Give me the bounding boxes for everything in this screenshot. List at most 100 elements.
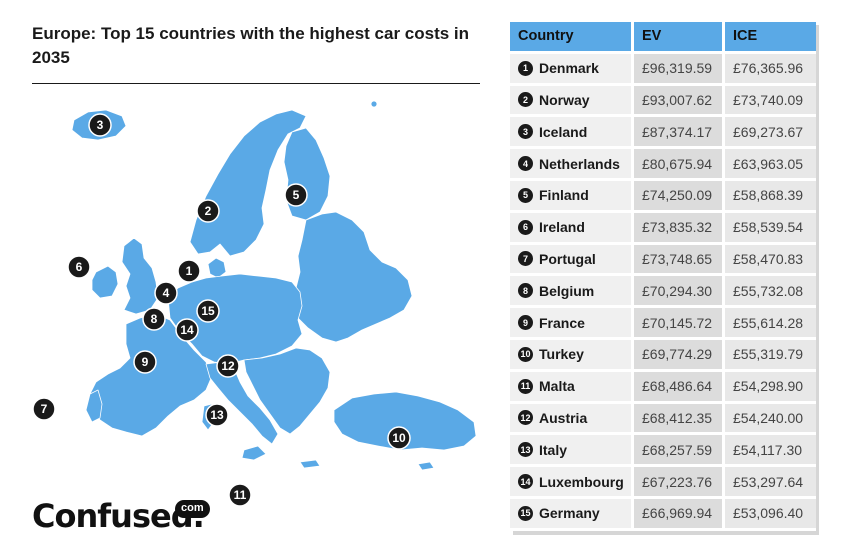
marker-label: 10 [392,431,406,445]
central-europe-shape [167,273,303,365]
marker-label: 8 [151,312,158,326]
marker-11: 11 [228,483,252,507]
ev-cost-cell: £73,835.32 [634,212,725,245]
country-cell: 1 Denmark [510,53,634,86]
ev-cost-cell: £70,145.72 [634,308,725,340]
marker-8: 8 [142,307,166,331]
ice-cost-cell: £54,117.30 [725,435,816,468]
marker-label: 1 [186,264,193,278]
scandinavia-shape [189,109,307,257]
balkans-shape [243,347,331,435]
rank-badge: 4 [518,156,533,172]
ev-cost-cell: £69,774.29 [634,339,725,372]
country-cell: 2 Norway [510,85,634,118]
country-cell: 3 Iceland [510,117,634,150]
marker-label: 14 [180,323,194,337]
country-name: Portugal [539,250,596,267]
marker-2: 2 [196,199,220,223]
rank-badge: 8 [518,283,533,299]
cyprus-shape [417,461,435,471]
ev-cost-cell: £96,319.59 [634,53,725,86]
marker-5: 5 [284,183,308,207]
ev-cost-cell: £68,257.59 [634,435,725,468]
eastern-europe-shape [291,211,413,343]
confused-logo: Confused. com [32,496,210,536]
country-name: Italy [539,441,568,458]
country-cell: 12 Austria [510,403,634,436]
ice-cost-cell: £54,298.90 [725,371,816,404]
rank-badge: 9 [518,315,533,331]
marker-6: 6 [67,255,91,279]
turkey-shape [333,391,477,451]
marker-label: 9 [142,355,149,369]
country-cell: 11 Malta [510,371,634,404]
portugal-shape [85,389,103,423]
country-cell: 15 Germany [510,498,634,531]
ice-cost-cell: £55,614.28 [725,308,816,340]
marker-label: 11 [234,488,247,502]
marker-12: 12 [216,354,240,378]
rank-badge: 11 [518,378,533,394]
marker-13: 13 [205,403,229,427]
ireland-shape [91,265,119,299]
country-name: France [539,314,585,331]
marker-1: 1 [177,259,201,283]
country-cell: 4 Netherlands [510,149,634,181]
country-name: Finland [539,187,589,204]
italy-shape [205,361,279,445]
rank-badge: 3 [518,124,533,140]
ice-cost-cell: £63,963.05 [725,149,816,181]
logo-badge: com [175,500,210,518]
britain-shape [121,237,159,315]
chart-title: Europe: Top 15 countries with the highes… [32,24,470,67]
marker-label: 13 [210,408,224,422]
country-cell: 6 Ireland [510,212,634,245]
table-row: 9 France £70,145.72 £55,614.28 [510,308,816,340]
marker-label: 7 [41,402,48,416]
ice-cost-cell: £55,319.79 [725,339,816,372]
rank-badge: 12 [518,410,533,426]
table-row: 15 Germany £66,969.94 £53,096.40 [510,498,816,531]
crete-shape [299,459,321,469]
marker-label: 15 [201,304,215,318]
ice-cost-cell: £73,740.09 [725,85,816,118]
ev-cost-cell: £68,486.64 [634,371,725,404]
country-name: Germany [539,505,600,522]
marker-9: 9 [133,350,157,374]
marker-15: 15 [196,299,220,323]
rank-badge: 13 [518,442,533,458]
marker-label: 6 [76,260,83,274]
rank-badge: 2 [518,92,533,108]
marker-label: 12 [221,359,235,373]
table-row: 8 Belgium £70,294.30 £55,732.08 [510,276,816,309]
ice-cost-cell: £58,868.39 [725,180,816,213]
ice-cost-cell: £53,297.64 [725,467,816,499]
ev-cost-cell: £74,250.09 [634,180,725,213]
denmark-shape [207,257,227,279]
cost-table: Country EV ICE 1 Denmark £96,319.59 £76,365… [510,22,816,531]
title-divider [32,83,480,84]
marker-7: 7 [32,397,56,421]
ev-cost-cell: £70,294.30 [634,276,725,309]
ice-cost-cell: £55,732.08 [725,276,816,309]
country-name: Norway [539,91,590,108]
table-row: 14 Luxembourg £67,223.76 £53,297.64 [510,467,816,499]
header-country: Country [510,22,634,54]
country-name: Austria [539,409,588,426]
country-name: Iceland [539,123,588,140]
country-name: Malta [539,378,575,395]
ice-cost-cell: £53,096.40 [725,498,816,531]
header-ice: ICE [725,22,816,54]
marker-4: 4 [154,281,178,305]
country-cell: 8 Belgium [510,276,634,309]
ice-cost-cell: £58,470.83 [725,244,816,277]
table-row: 1 Denmark £96,319.59 £76,365.96 [510,53,816,86]
ev-cost-cell: £66,969.94 [634,498,725,531]
marker-10: 10 [387,426,411,450]
finland-shape [283,127,331,221]
table-row: 6 Ireland £73,835.32 £58,539.54 [510,212,816,245]
europe-map: 3 2 5 6 1 4 15 8 14 9 12 7 13 10 11 [32,100,477,507]
country-cell: 14 Luxembourg [510,467,634,499]
country-name: Belgium [539,282,595,299]
country-cell: 13 Italy [510,435,634,468]
